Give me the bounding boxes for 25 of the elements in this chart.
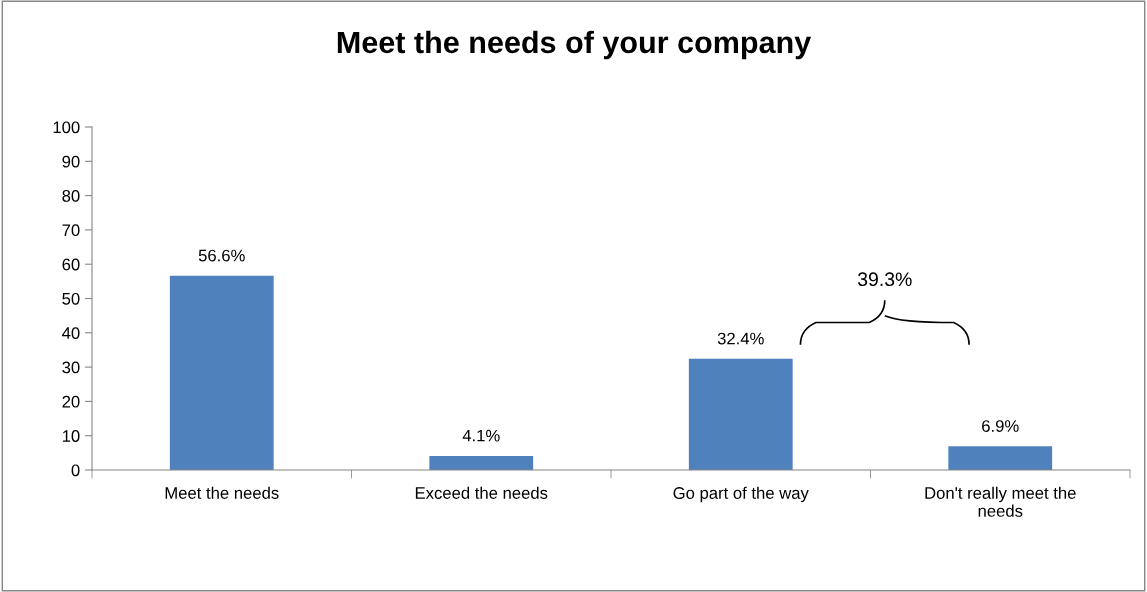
data-label: 6.9% [982, 420, 1019, 432]
x-tick-label: Don't really meet the needs [925, 486, 1076, 517]
bar [948, 446, 1053, 470]
chart-title: Meet the needs of your company [337, 30, 812, 60]
bar [429, 455, 534, 470]
y-tick-label: 50 [62, 292, 80, 305]
x-tick-label: Exceed the needs [415, 486, 548, 499]
y-tick-label: 100 [53, 121, 80, 134]
y-tick-label: 90 [62, 155, 80, 168]
bar [169, 275, 274, 470]
data-label: 4.1% [462, 429, 500, 442]
y-tick-label: 60 [62, 258, 80, 271]
annotation: 39.3% [857, 272, 912, 287]
x-tick-label: Meet the needs [165, 486, 279, 499]
y-tick-label: 70 [62, 224, 80, 237]
y-tick-label: 30 [62, 361, 80, 374]
y-tick-label: 40 [62, 327, 80, 339]
y-tick-label: 20 [62, 395, 80, 408]
y-tick-label: 0 [71, 464, 80, 477]
data-label: 32.4% [717, 332, 764, 345]
y-tick-label: 10 [62, 430, 80, 442]
bar [688, 358, 793, 470]
data-label: 56.6% [198, 249, 245, 262]
x-tick-label: Go part of the way [673, 486, 809, 503]
y-tick-label: 80 [62, 190, 80, 202]
